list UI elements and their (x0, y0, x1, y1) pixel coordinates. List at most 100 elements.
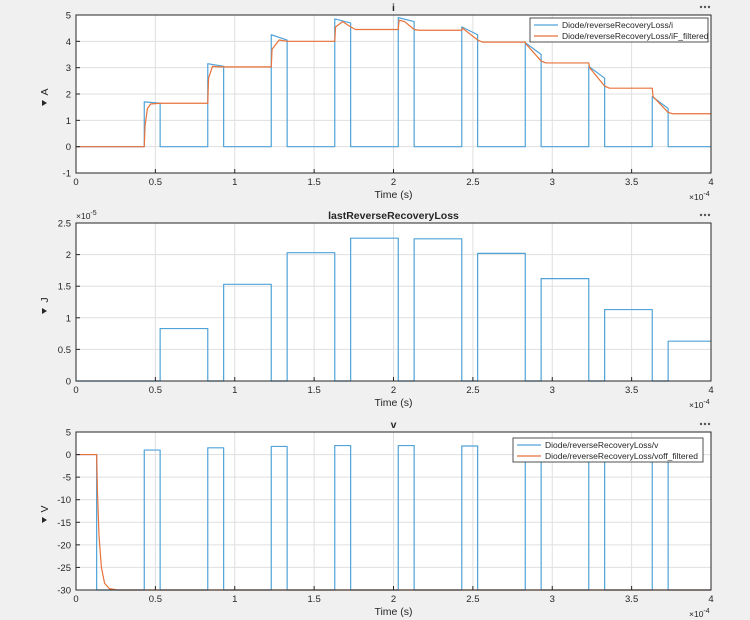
axes-more-options-icon[interactable] (699, 422, 711, 426)
x-exponent-base: ×10 (689, 192, 704, 202)
x-tick-label: 1 (232, 594, 237, 605)
legend-entry-1: Diode/reverseRecoveryLoss/i (562, 20, 673, 30)
menu-dot (703, 5, 707, 9)
legend[interactable]: Diode/reverseRecoveryLoss/iDiode/reverse… (529, 17, 709, 43)
panel-reverse-recovery-loss: 0 0.5 1 1.5 2 2.5 3 3.5 4 0 0.5 1 1.5 2 2.5 lastReverse… (39, 210, 714, 410)
y-tick-label: -20 (57, 540, 71, 551)
legend-entry-2: Diode/reverseRecoveryLoss/voff_filtered (545, 451, 698, 461)
x-tick-label: 3.5 (625, 177, 638, 188)
x-tick-label: 4 (708, 594, 713, 605)
x-tick-label: 1.5 (308, 177, 321, 188)
x-exponent-base: ×10 (689, 400, 704, 410)
chart-title: lastReverseRecoveryLoss (328, 210, 459, 222)
y-tick-label: -25 (57, 563, 71, 574)
y-tick-label: 1.5 (58, 282, 71, 293)
x-tick-label: 2.5 (466, 385, 479, 396)
x-tick-label: 2.5 (466, 177, 479, 188)
y-tick-label: 1 (66, 116, 71, 127)
x-tick-label: 2 (391, 177, 396, 188)
x-exponent-power: -4 (703, 608, 709, 615)
y-tick-label: -10 (57, 495, 71, 506)
x-exponent-power: -4 (703, 191, 709, 198)
x-exponent-label: ×10-4 (689, 399, 710, 410)
menu-dot (699, 5, 703, 9)
series-line-1 (76, 237, 711, 382)
menu-dot (699, 422, 703, 426)
x-tick-label: 1 (232, 385, 237, 396)
y-label-dropdown-triangle-icon[interactable] (42, 100, 47, 106)
x-tick-label: 0 (73, 594, 78, 605)
y-tick-label: 1 (66, 313, 71, 324)
y-tick-label: 2.5 (58, 219, 71, 230)
chart-title: v (391, 419, 397, 431)
x-tick-label: 0.5 (149, 177, 162, 188)
x-tick-label: 0 (73, 385, 78, 396)
y-axis-label: A (39, 88, 51, 95)
menu-dot (703, 213, 707, 217)
legend-entry-1: Diode/reverseRecoveryLoss/v (545, 440, 659, 450)
x-tick-label: 0 (73, 177, 78, 188)
x-exponent-label: ×10-4 (689, 191, 710, 202)
panel-voltage: 0 0.5 1 1.5 2 2.5 3 3.5 4 -30 -25 -20 -15 -10 -5 0 5 v Tim… (39, 419, 714, 619)
y-tick-label: -30 (57, 586, 71, 597)
y-tick-label: 5 (66, 11, 71, 22)
legend[interactable]: Diode/reverseRecoveryLoss/vDiode/reverse… (512, 437, 704, 463)
y-tick-label: -15 (57, 518, 71, 529)
y-tick-label: -5 (63, 473, 71, 484)
legend-box (512, 437, 704, 463)
series-line-2 (76, 19, 711, 148)
y-tick-label: 5 (66, 428, 71, 439)
y-exponent-label: ×10-5 (76, 210, 97, 221)
axes-more-options-icon[interactable] (699, 213, 711, 217)
y-axis-label: J (39, 297, 51, 302)
x-tick-label: 1.5 (308, 594, 321, 605)
y-axis-label: V (39, 505, 51, 512)
axes-more-options-icon[interactable] (699, 5, 711, 9)
menu-dot (707, 5, 711, 9)
x-tick-label: 4 (708, 177, 713, 188)
x-tick-label: 0.5 (149, 385, 162, 396)
y-tick-label: 2 (66, 250, 71, 261)
menu-dot (699, 213, 703, 217)
x-exponent-power: -4 (703, 399, 709, 406)
series-line-1 (76, 17, 711, 148)
y-tick-label: 0 (66, 142, 71, 153)
y-label-dropdown-triangle-icon[interactable] (42, 308, 47, 314)
legend-box (529, 17, 709, 43)
x-tick-label: 2.5 (466, 594, 479, 605)
y-tick-label: 0 (66, 377, 71, 388)
menu-dot (707, 213, 711, 217)
y-tick-label: 4 (66, 37, 71, 48)
x-tick-label: 3.5 (625, 385, 638, 396)
x-exponent-label: ×10-4 (689, 608, 710, 619)
y-tick-label: 0 (66, 450, 71, 461)
y-tick-label: 2 (66, 90, 71, 101)
x-tick-label: 2 (391, 594, 396, 605)
x-tick-label: 3 (550, 385, 555, 396)
menu-dot (707, 422, 711, 426)
x-tick-label: 2 (391, 385, 396, 396)
y-axis-label-group[interactable]: V (39, 505, 51, 523)
y-exponent-base: ×10 (76, 211, 91, 221)
x-tick-label: 1.5 (308, 385, 321, 396)
x-tick-label: 0.5 (149, 594, 162, 605)
x-tick-label: 4 (708, 385, 713, 396)
y-axis-label-group[interactable]: J (39, 297, 51, 314)
y-label-dropdown-triangle-icon[interactable] (42, 517, 47, 523)
x-axis-label: Time (s) (374, 606, 412, 618)
x-axis-label: Time (s) (374, 189, 412, 201)
legend-entry-2: Diode/reverseRecoveryLoss/iF_filtered (562, 31, 709, 41)
y-tick-label: 3 (66, 63, 71, 74)
x-exponent-base: ×10 (689, 609, 704, 619)
x-tick-label: 3.5 (625, 594, 638, 605)
y-tick-label: -1 (63, 169, 71, 180)
x-tick-label: 1 (232, 177, 237, 188)
menu-dot (703, 422, 707, 426)
y-exponent-power: -5 (90, 210, 96, 217)
x-tick-label: 3 (550, 177, 555, 188)
chart-title: i (392, 2, 395, 14)
y-axis-label-group[interactable]: A (39, 88, 51, 106)
